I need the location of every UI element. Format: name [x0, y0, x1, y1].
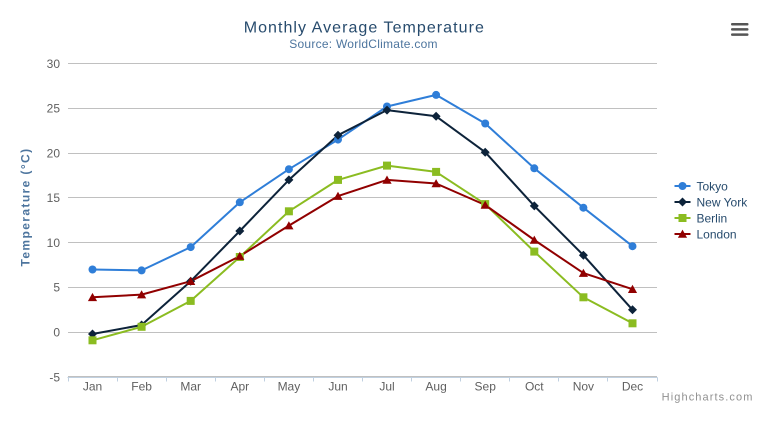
svg-text:Feb: Feb — [131, 380, 152, 394]
svg-text:Tokyo: Tokyo — [697, 179, 729, 193]
svg-text:Sep: Sep — [475, 380, 497, 394]
svg-text:25: 25 — [47, 102, 61, 116]
svg-text:15: 15 — [47, 191, 61, 205]
svg-text:Nov: Nov — [573, 380, 594, 394]
svg-text:30: 30 — [47, 57, 61, 71]
svg-text:Highcharts.com: Highcharts.com — [662, 392, 754, 404]
svg-text:New York: New York — [697, 195, 749, 209]
svg-text:Temperature (°C): Temperature (°C) — [19, 148, 33, 267]
svg-text:London: London — [697, 227, 737, 241]
svg-text:10: 10 — [47, 236, 61, 250]
svg-text:20: 20 — [47, 146, 61, 160]
svg-text:Dec: Dec — [622, 380, 643, 394]
svg-text:Jan: Jan — [83, 380, 102, 394]
svg-text:Mar: Mar — [180, 380, 201, 394]
svg-text:Monthly Average Temperature: Monthly Average Temperature — [244, 20, 485, 37]
svg-text:Source: WorldClimate.com: Source: WorldClimate.com — [289, 37, 438, 51]
svg-text:Oct: Oct — [525, 380, 544, 394]
svg-text:0: 0 — [53, 326, 60, 340]
svg-text:May: May — [278, 380, 301, 394]
svg-text:Apr: Apr — [230, 380, 249, 394]
svg-text:-5: -5 — [49, 370, 60, 384]
svg-text:Jul: Jul — [379, 380, 394, 394]
svg-text:Jun: Jun — [328, 380, 347, 394]
svg-text:Aug: Aug — [425, 380, 446, 394]
svg-text:Berlin: Berlin — [697, 211, 728, 225]
svg-text:5: 5 — [53, 281, 60, 295]
